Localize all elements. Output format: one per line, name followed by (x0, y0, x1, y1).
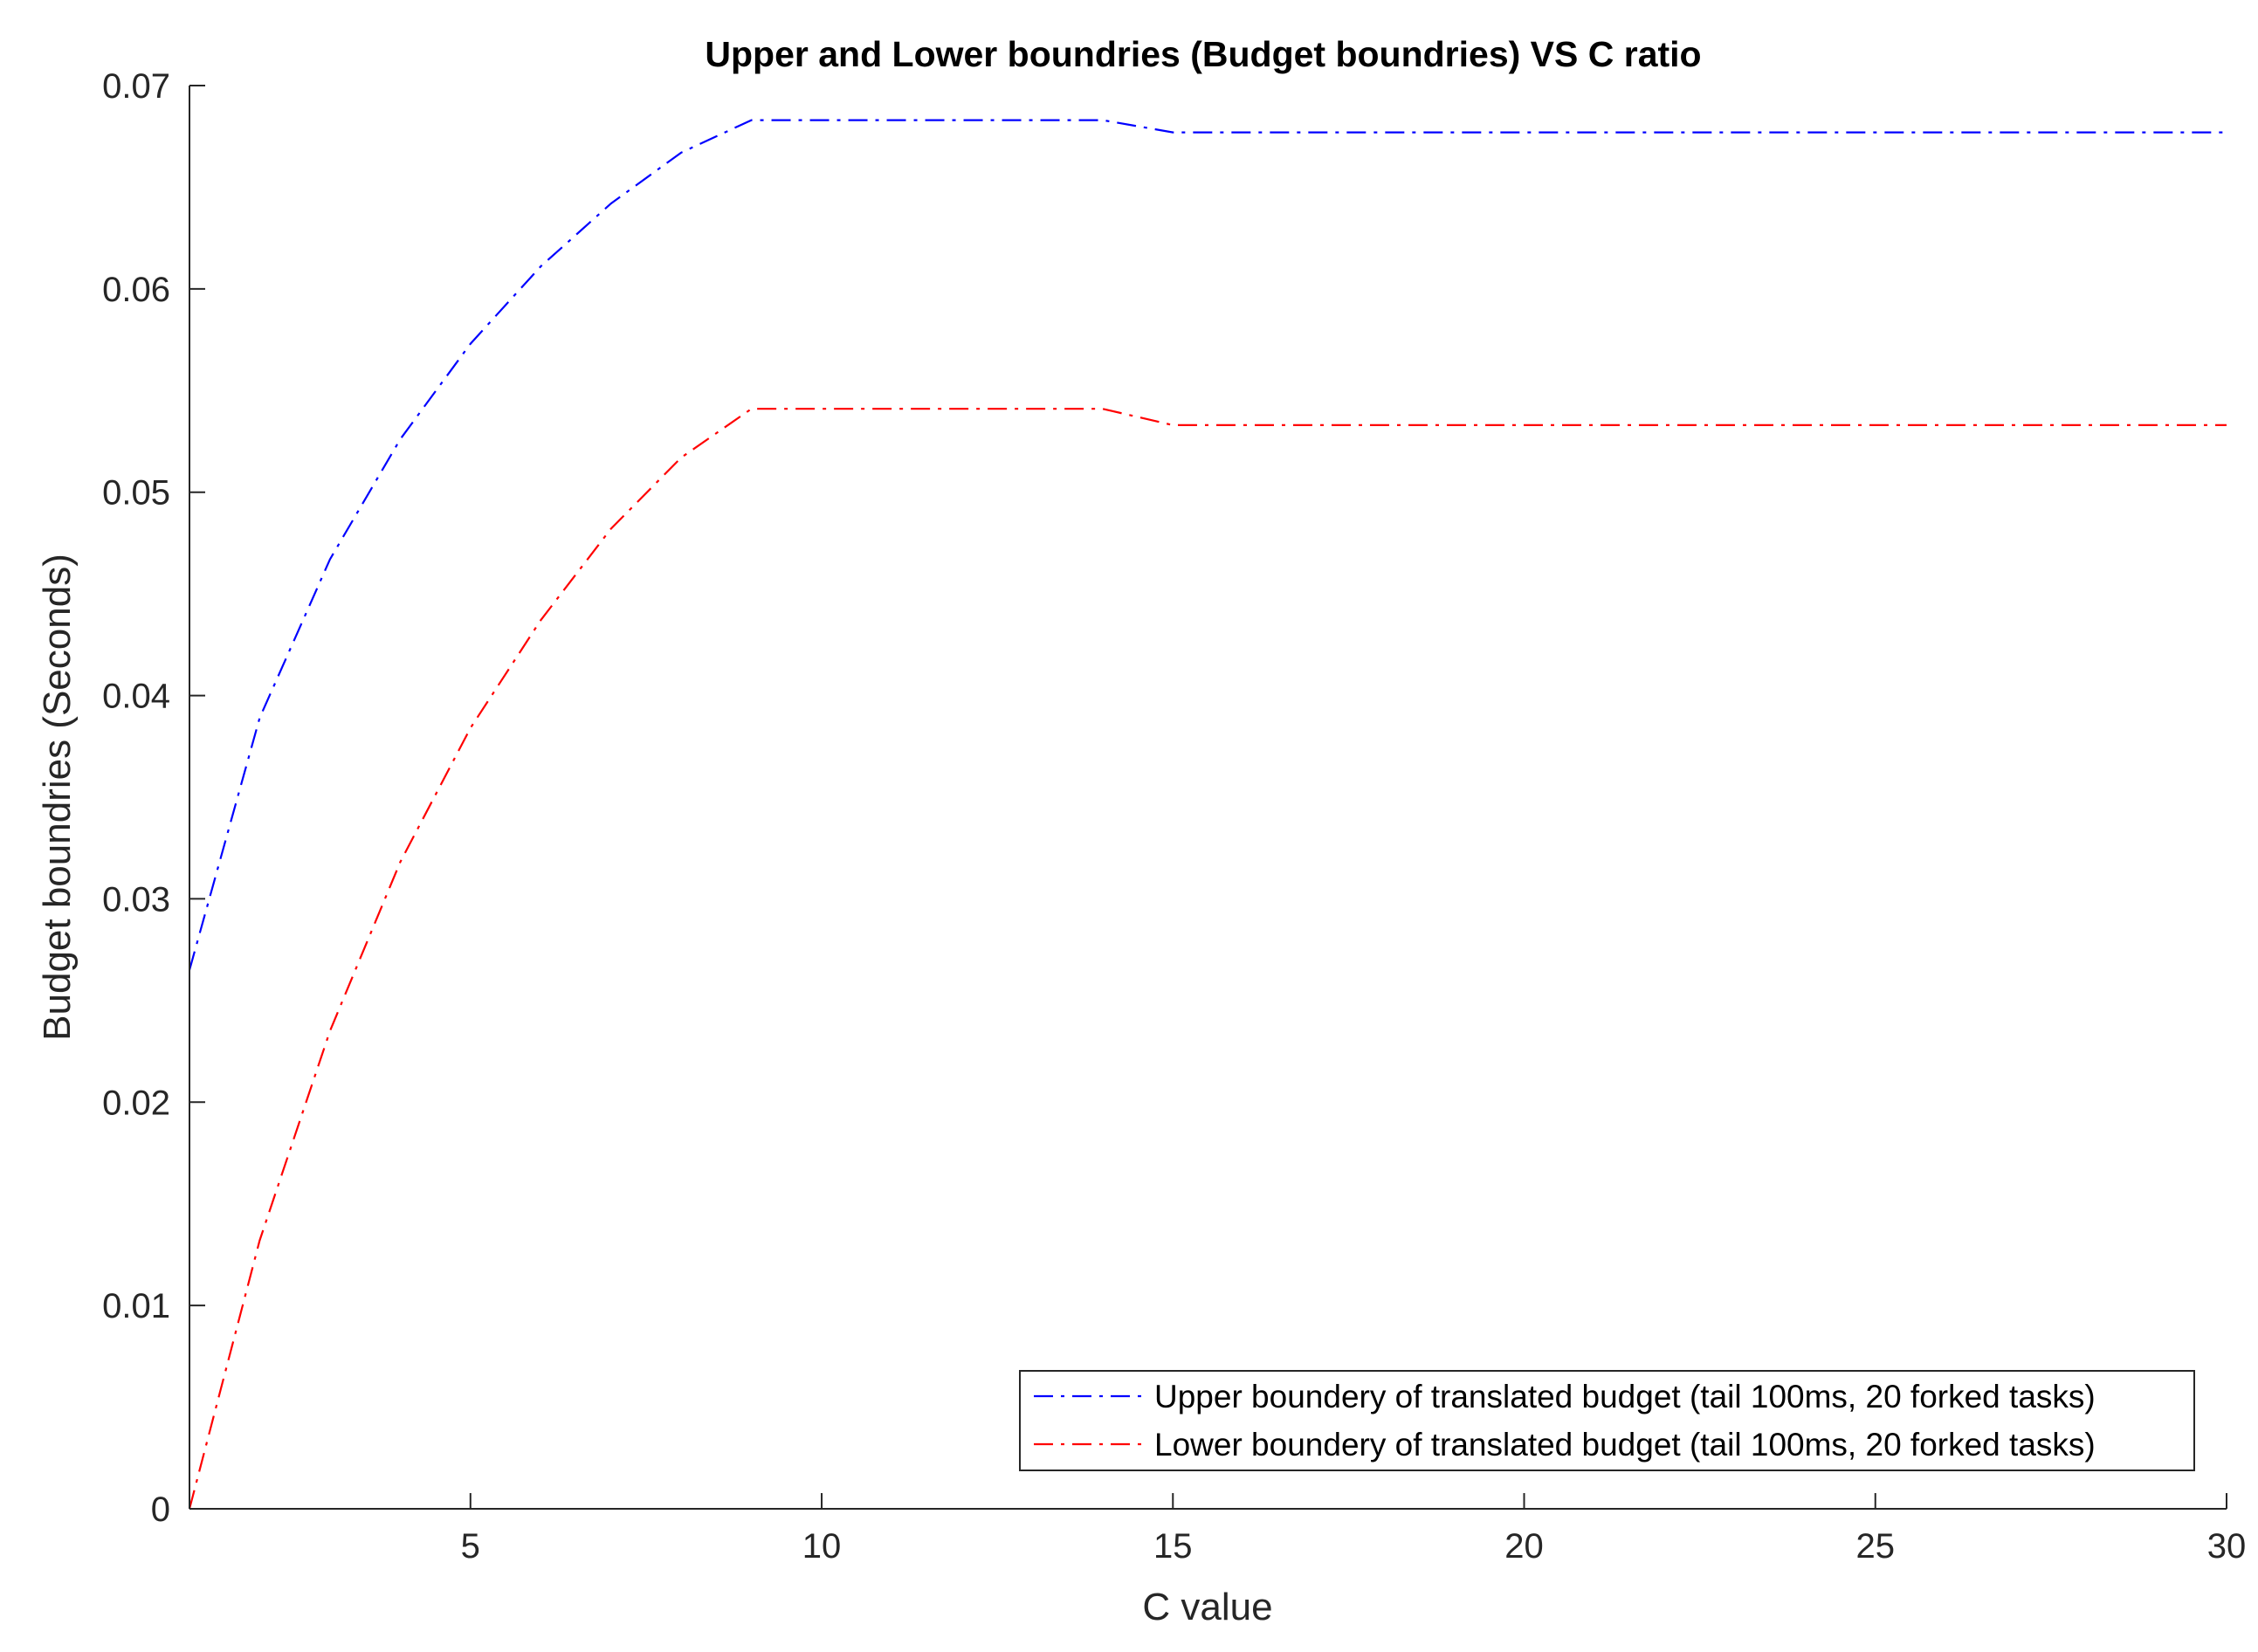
series-line-upper (188, 119, 2227, 971)
legend-box (1019, 1370, 2195, 1471)
series-line-lower (188, 408, 2227, 1510)
x-tick-label: 30 (2207, 1527, 2247, 1566)
legend: Upper boundery of translated budget (tai… (1019, 1370, 2195, 1471)
y-tick-label: 0 (151, 1490, 170, 1529)
x-tick-label: 25 (1856, 1527, 1896, 1566)
series-layer (188, 119, 2227, 1510)
y-tick-label: 0.06 (102, 271, 170, 309)
y-tick-label: 0.01 (102, 1287, 170, 1325)
y-tick-label: 0.02 (102, 1084, 170, 1122)
y-ticks: 0 0.01 0.02 0.03 0.04 0.05 0.06 0.07 (102, 67, 205, 1529)
x-tick-label: 10 (802, 1527, 842, 1566)
chart-title: Upper and Lower boundries (Budget boundr… (705, 34, 1701, 74)
y-tick-label: 0.05 (102, 474, 170, 513)
x-tick-label: 5 (461, 1527, 480, 1566)
x-tick-label: 15 (1153, 1527, 1193, 1566)
legend-label: Upper boundery of translated budget (tai… (1154, 1379, 2096, 1415)
legend-label: Lower boundery of translated budget (tai… (1154, 1427, 2096, 1463)
x-ticks: 5 10 15 20 25 30 (461, 1493, 2247, 1566)
plot-area (189, 86, 2227, 1509)
y-tick-label: 0.04 (102, 678, 170, 716)
y-axis-label: Budget boundries (Seconds) (36, 554, 79, 1041)
x-axis-label: C value (1142, 1586, 1272, 1628)
x-tick-label: 20 (1504, 1527, 1544, 1566)
y-tick-label: 0.07 (102, 67, 170, 106)
y-tick-label: 0.03 (102, 880, 170, 919)
